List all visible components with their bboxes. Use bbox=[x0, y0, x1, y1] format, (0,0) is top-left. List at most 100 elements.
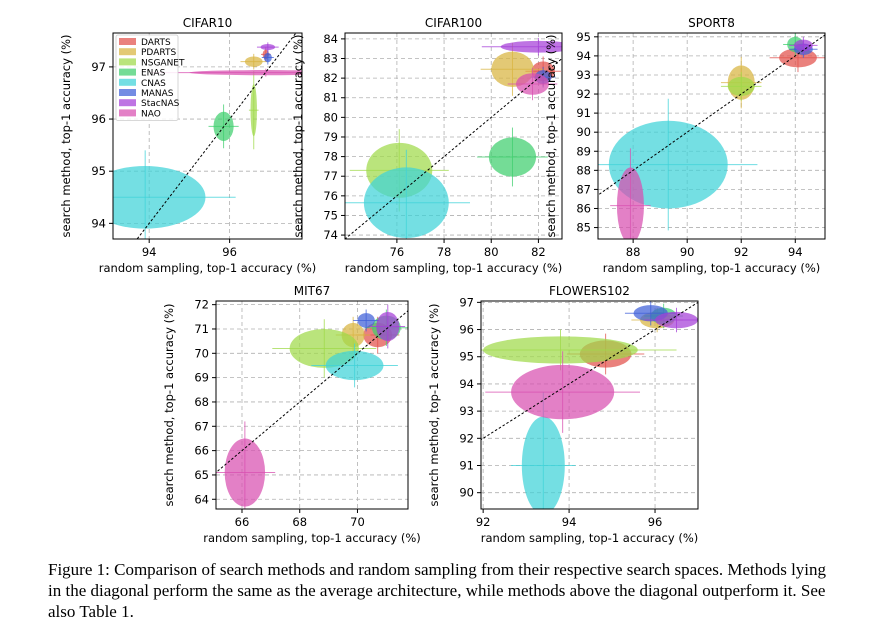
x-tick-label: 68 bbox=[292, 515, 307, 529]
diagonal-line bbox=[598, 34, 825, 196]
y-tick-label: 71 bbox=[194, 322, 209, 336]
y-tick-label: 66 bbox=[194, 444, 209, 458]
x-tick-label: 70 bbox=[350, 515, 365, 529]
legend-swatch-pdarts bbox=[119, 48, 136, 56]
legend-label-stacnas: StacNAS bbox=[141, 99, 180, 109]
chart-title: SPORT8 bbox=[688, 16, 735, 30]
x-tick-label: 92 bbox=[476, 515, 491, 529]
x-tick-label: 94 bbox=[562, 515, 577, 529]
y-tick-label: 96 bbox=[459, 323, 474, 337]
legend-swatch-nsganet bbox=[119, 58, 136, 66]
plot-frame bbox=[344, 32, 563, 240]
x-tick-label: 76 bbox=[390, 245, 405, 259]
x-tick-label: 94 bbox=[142, 245, 157, 259]
point-nsganet bbox=[727, 76, 755, 96]
point-nsganet bbox=[483, 336, 638, 364]
y-tick-label: 79 bbox=[323, 130, 338, 144]
y-tick-label: 94 bbox=[91, 216, 106, 230]
x-axis-label: random sampling, top-1 accuracy (%) bbox=[481, 531, 699, 545]
legend-label-enas: ENAS bbox=[141, 69, 166, 79]
legend-label-nsganet: NSGANET bbox=[141, 58, 185, 68]
y-tick-label: 91 bbox=[459, 458, 474, 472]
legend-label-darts: DARTS bbox=[141, 38, 171, 48]
y-tick-label: 92 bbox=[576, 87, 591, 101]
point-stacnas bbox=[655, 311, 698, 329]
chart-title: CIFAR100 bbox=[425, 16, 482, 30]
x-axis-label: random sampling, top-1 accuracy (%) bbox=[203, 531, 421, 545]
legend-swatch-stacnas bbox=[119, 99, 136, 107]
point-pdarts bbox=[244, 56, 263, 67]
y-axis-label: search method, top-1 accuracy (%) bbox=[291, 35, 305, 238]
x-tick-label: 90 bbox=[680, 245, 695, 259]
legend-label-manas: MANAS bbox=[141, 89, 174, 99]
plot-area bbox=[598, 33, 825, 239]
legend-swatch-enas bbox=[119, 68, 136, 76]
x-tick-label: 88 bbox=[626, 245, 641, 259]
y-tick-label: 76 bbox=[323, 189, 338, 203]
plot-frame bbox=[112, 32, 303, 240]
y-tick-label: 65 bbox=[194, 468, 209, 482]
chart-sport8: 88 90 92 94 85 86 87 88 89 90 91 92 93 94 95 SPORT8 rand… bbox=[544, 16, 826, 275]
x-tick-label: 66 bbox=[235, 515, 250, 529]
point-cnas bbox=[325, 350, 384, 381]
diagonal-line bbox=[481, 301, 698, 441]
plot-area bbox=[216, 304, 408, 509]
y-tick-label: 78 bbox=[323, 150, 338, 164]
chart-title: CIFAR10 bbox=[183, 16, 233, 30]
plot-area bbox=[481, 301, 698, 509]
point-cnas bbox=[521, 416, 565, 509]
legend-swatch-cnas bbox=[119, 78, 136, 86]
plot-area bbox=[113, 33, 302, 239]
point-stacnas bbox=[376, 311, 400, 342]
plot-frame bbox=[597, 32, 826, 240]
y-tick-label: 86 bbox=[576, 201, 591, 215]
point-nao bbox=[516, 73, 550, 95]
point-manas bbox=[263, 52, 272, 63]
y-tick-label: 95 bbox=[459, 350, 474, 364]
x-axis-label: random sampling, top-1 accuracy (%) bbox=[99, 261, 317, 275]
point-nao bbox=[616, 167, 644, 239]
point-stacnas bbox=[260, 43, 276, 51]
y-tick-label: 90 bbox=[459, 486, 474, 500]
y-tick-label: 88 bbox=[576, 163, 591, 177]
chart-flowers102: 92 94 96 90 91 92 93 94 95 96 97 FLOWERS102 random s… bbox=[427, 284, 699, 545]
y-tick-label: 97 bbox=[459, 295, 474, 309]
x-tick-label: 92 bbox=[734, 245, 749, 259]
chart-cifar10: 94 96 94 95 96 97 CIFAR10 random sampling, top-… bbox=[59, 16, 317, 275]
y-tick-label: 70 bbox=[194, 346, 209, 360]
y-tick-label: 75 bbox=[323, 208, 338, 222]
legend-label-cnas: CNAS bbox=[141, 79, 166, 89]
y-tick-label: 80 bbox=[323, 110, 338, 124]
y-axis-label: search method, top-1 accuracy (%) bbox=[427, 304, 441, 507]
figure: 94 96 94 95 96 97 CIFAR10 random sampling, top-… bbox=[59, 16, 826, 545]
legend-label-nao: NAO bbox=[141, 109, 161, 119]
y-tick-label: 94 bbox=[576, 49, 591, 63]
x-tick-label: 78 bbox=[437, 245, 452, 259]
point-nsganet bbox=[250, 84, 257, 137]
legend-label-pdarts: PDARTS bbox=[141, 48, 176, 58]
y-tick-label: 90 bbox=[576, 125, 591, 139]
y-tick-label: 85 bbox=[576, 221, 591, 235]
point-stacnas bbox=[793, 39, 813, 52]
x-tick-label: 82 bbox=[531, 245, 546, 259]
point-nao bbox=[224, 438, 266, 507]
y-tick-label: 91 bbox=[576, 106, 591, 120]
x-tick-label: 96 bbox=[222, 245, 237, 259]
y-tick-label: 94 bbox=[459, 377, 474, 391]
y-tick-label: 92 bbox=[459, 431, 474, 445]
y-tick-label: 87 bbox=[576, 182, 591, 196]
y-tick-label: 77 bbox=[323, 169, 338, 183]
point-manas bbox=[357, 313, 375, 328]
y-tick-label: 69 bbox=[194, 371, 209, 385]
y-tick-label: 89 bbox=[576, 144, 591, 158]
legend-swatch-darts bbox=[119, 38, 136, 45]
x-axis-label: random sampling, top-1 accuracy (%) bbox=[603, 261, 821, 275]
point-nao bbox=[189, 70, 302, 76]
point-stacnas bbox=[500, 40, 562, 53]
y-tick-label: 95 bbox=[576, 30, 591, 44]
x-axis-label: random sampling, top-1 accuracy (%) bbox=[345, 261, 563, 275]
y-tick-label: 82 bbox=[323, 71, 338, 85]
point-cnas bbox=[113, 165, 206, 229]
y-tick-label: 68 bbox=[194, 395, 209, 409]
y-tick-label: 93 bbox=[576, 68, 591, 82]
